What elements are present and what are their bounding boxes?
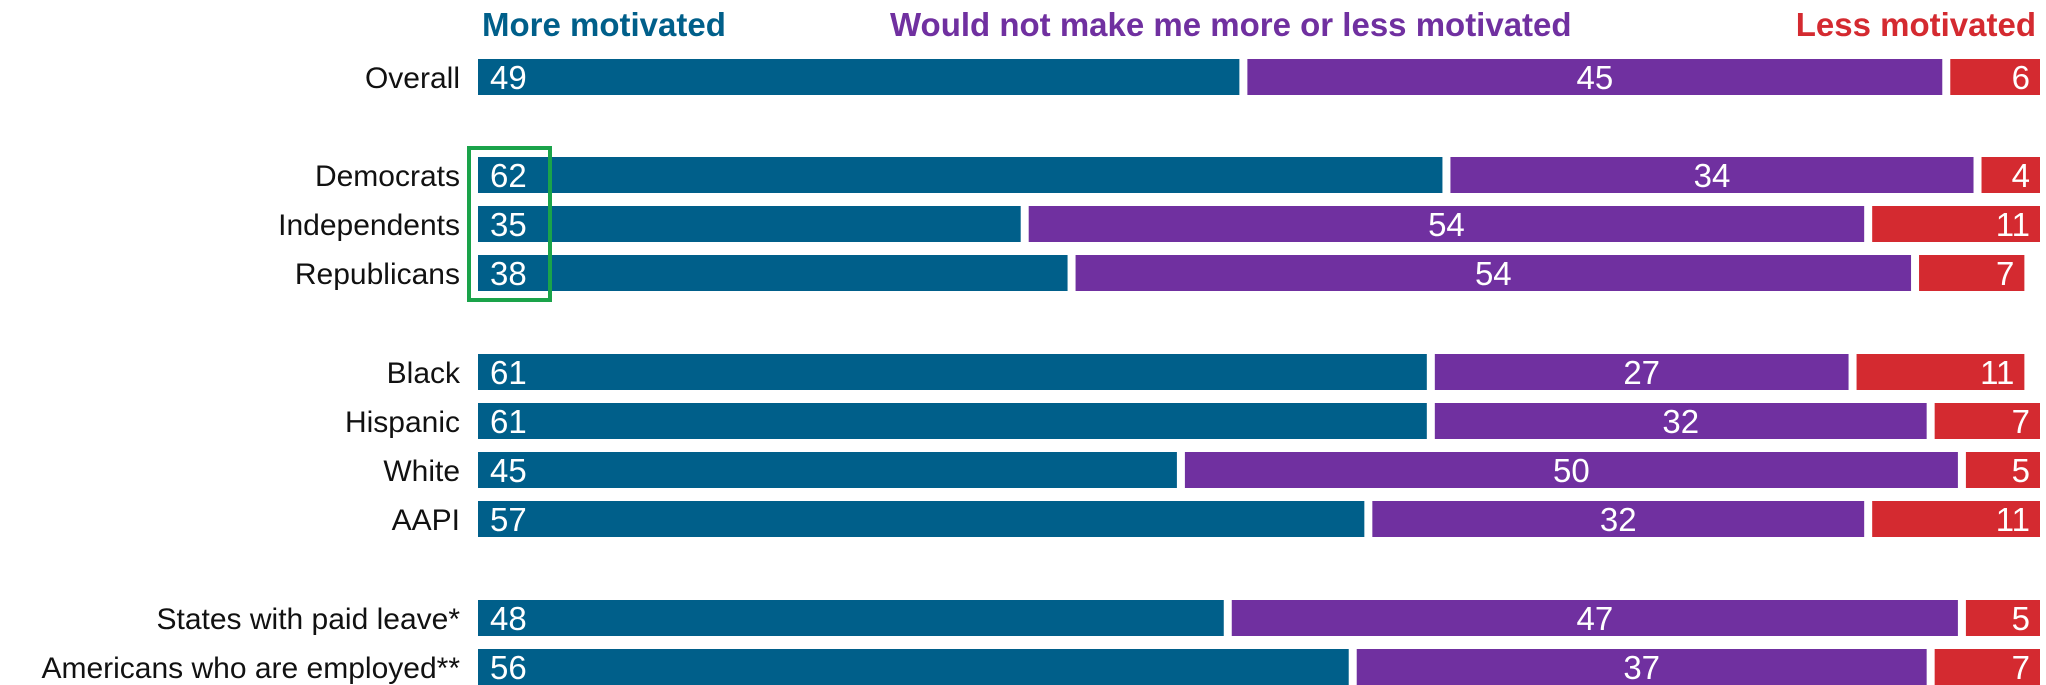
bar-would-not-make-me-more-or-less-motivated-hispanic <box>1434 403 1927 439</box>
bar-less-motivated-black <box>1856 354 2025 390</box>
bar-would-not-make-me-more-or-less-motivated-aapi <box>1372 501 1865 537</box>
value-label-would-not-make-me-more-or-less-motivated-republicans: 54 <box>1475 255 1512 292</box>
bar-more-motivated-democrats <box>478 157 1443 193</box>
bar-would-not-make-me-more-or-less-motivated-states-with-paid-leave <box>1231 600 1958 636</box>
bar-more-motivated-hispanic <box>478 403 1427 439</box>
category-label-republicans: Republicans <box>295 258 460 291</box>
category-label-white: White <box>383 455 460 488</box>
category-label-aapi: AAPI <box>392 504 460 537</box>
value-label-more-motivated-states-with-paid-leave: 48 <box>490 600 527 637</box>
bar-would-not-make-me-more-or-less-motivated-white <box>1184 452 1958 488</box>
bar-less-motivated-aapi <box>1872 501 2040 537</box>
bar-more-motivated-republicans <box>478 255 1068 291</box>
bar-more-motivated-overall <box>478 59 1240 95</box>
bar-less-motivated-republicans <box>1919 255 2025 291</box>
value-label-less-motivated-americans-who-are-employed: 7 <box>2012 649 2030 685</box>
value-label-more-motivated-overall: 49 <box>490 59 527 96</box>
value-label-less-motivated-white: 5 <box>2012 452 2030 489</box>
value-label-would-not-make-me-more-or-less-motivated-hispanic: 32 <box>1662 403 1699 440</box>
bar-would-not-make-me-more-or-less-motivated-black <box>1434 354 1849 390</box>
category-label-hispanic: Hispanic <box>345 406 460 439</box>
category-label-states-with-paid-leave: States with paid leave* <box>156 603 460 636</box>
value-label-less-motivated-aapi: 11 <box>1996 501 2030 538</box>
bar-would-not-make-me-more-or-less-motivated-independents <box>1028 206 1865 242</box>
bar-more-motivated-independents <box>478 206 1021 242</box>
value-label-would-not-make-me-more-or-less-motivated-aapi: 32 <box>1600 501 1637 538</box>
value-label-more-motivated-americans-who-are-employed: 56 <box>490 649 527 685</box>
bar-less-motivated-white <box>1965 452 2040 488</box>
bar-less-motivated-americans-who-are-employed <box>1934 649 2040 685</box>
legend-more-motivated: More motivated <box>482 6 726 43</box>
bar-more-motivated-black <box>478 354 1427 390</box>
value-label-more-motivated-democrats: 62 <box>490 157 527 194</box>
value-label-would-not-make-me-more-or-less-motivated-states-with-paid-leave: 47 <box>1576 600 1613 637</box>
value-label-would-not-make-me-more-or-less-motivated-black: 27 <box>1623 354 1660 391</box>
value-label-more-motivated-independents: 35 <box>490 206 527 243</box>
value-label-less-motivated-states-with-paid-leave: 5 <box>2012 600 2030 637</box>
value-label-more-motivated-black: 61 <box>490 354 527 391</box>
category-label-americans-who-are-employed: Americans who are employed** <box>41 652 460 685</box>
bar-less-motivated-hispanic <box>1934 403 2040 439</box>
bar-would-not-make-me-more-or-less-motivated-republicans <box>1075 255 1912 291</box>
value-label-would-not-make-me-more-or-less-motivated-white: 50 <box>1553 452 1590 489</box>
value-label-would-not-make-me-more-or-less-motivated-independents: 54 <box>1428 206 1465 243</box>
value-label-less-motivated-overall: 6 <box>2012 59 2030 96</box>
value-label-less-motivated-democrats: 4 <box>2012 157 2030 194</box>
bar-less-motivated-states-with-paid-leave <box>1965 600 2040 636</box>
value-label-would-not-make-me-more-or-less-motivated-democrats: 34 <box>1694 157 1731 194</box>
bar-would-not-make-me-more-or-less-motivated-americans-who-are-employed <box>1356 649 1927 685</box>
legend-less-motivated: Less motivated <box>1796 6 2036 43</box>
value-label-less-motivated-black: 11 <box>1980 354 2014 391</box>
legend-would-not-make-me-more-or-less-motivated: Would not make me more or less motivated <box>890 6 1572 43</box>
highlight-box <box>467 146 552 302</box>
category-label-overall: Overall <box>365 62 460 95</box>
value-label-more-motivated-republicans: 38 <box>490 255 527 292</box>
value-label-less-motivated-hispanic: 7 <box>2012 403 2030 440</box>
value-label-more-motivated-white: 45 <box>490 452 527 489</box>
bar-would-not-make-me-more-or-less-motivated-overall <box>1247 59 1943 95</box>
bar-less-motivated-democrats <box>1981 157 2040 193</box>
bar-less-motivated-overall <box>1950 59 2040 95</box>
category-label-democrats: Democrats <box>315 160 460 193</box>
bar-more-motivated-aapi <box>478 501 1365 537</box>
value-label-would-not-make-me-more-or-less-motivated-americans-who-are-employed: 37 <box>1623 649 1660 685</box>
value-label-would-not-make-me-more-or-less-motivated-overall: 45 <box>1576 59 1613 96</box>
bar-more-motivated-americans-who-are-employed <box>478 649 1349 685</box>
category-label-black: Black <box>387 357 461 390</box>
value-label-less-motivated-independents: 11 <box>1996 206 2030 243</box>
value-label-more-motivated-hispanic: 61 <box>490 403 527 440</box>
value-label-less-motivated-republicans: 7 <box>1996 255 2014 292</box>
bar-less-motivated-independents <box>1872 206 2040 242</box>
category-label-independents: Independents <box>278 209 460 242</box>
bar-more-motivated-white <box>478 452 1177 488</box>
bar-would-not-make-me-more-or-less-motivated-democrats <box>1450 157 1974 193</box>
value-label-more-motivated-aapi: 57 <box>490 501 527 538</box>
bar-more-motivated-states-with-paid-leave <box>478 600 1224 636</box>
